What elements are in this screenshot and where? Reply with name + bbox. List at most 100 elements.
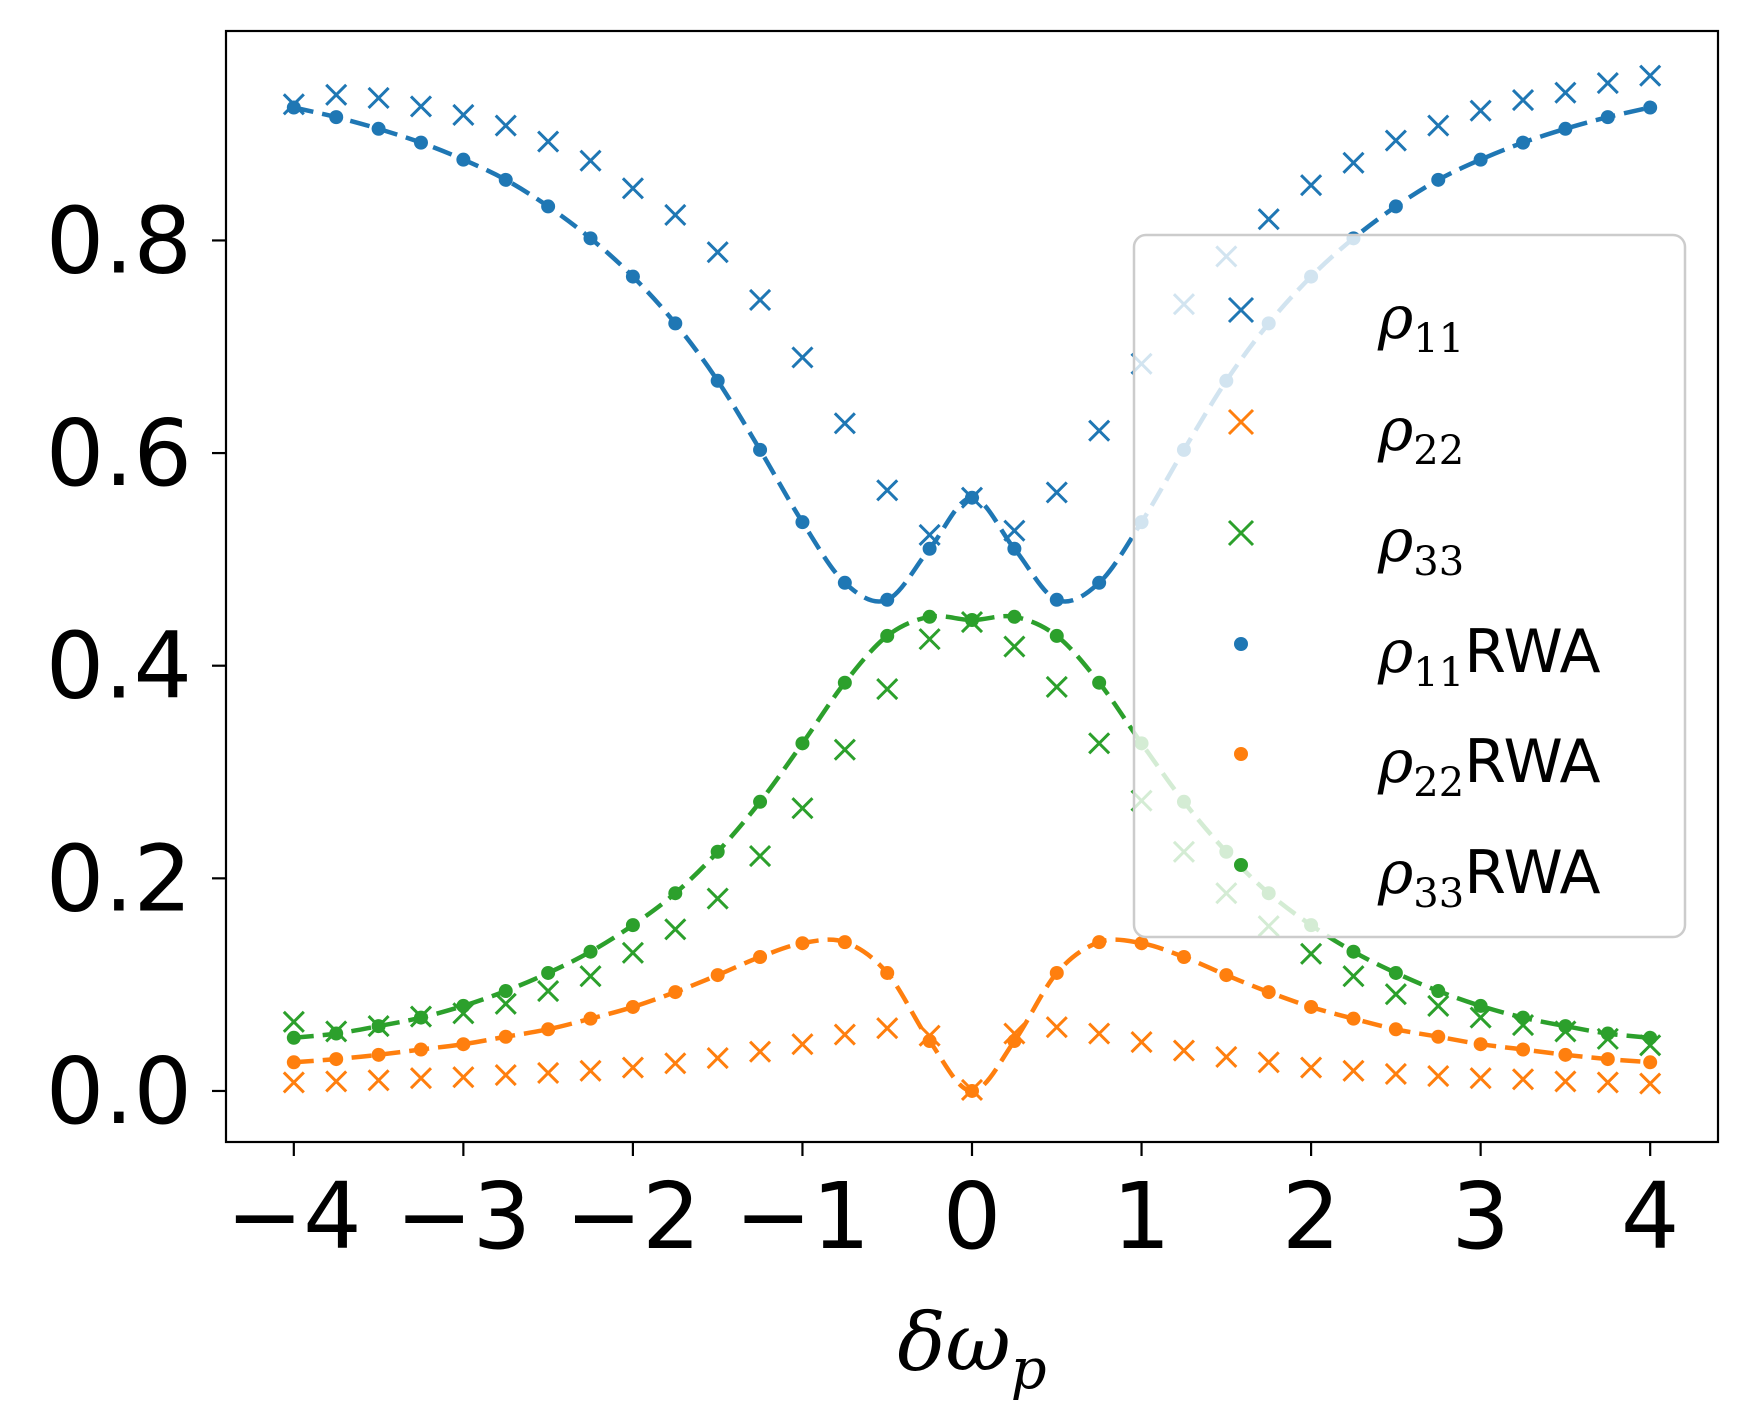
data-point-x: [1172, 1039, 1195, 1062]
data-point-x: [876, 479, 899, 502]
data-point-dot: [1092, 935, 1107, 950]
data-point-dot: [541, 1022, 556, 1037]
data-point-x: [1342, 151, 1365, 174]
data-point-dot: [456, 998, 471, 1013]
legend-marker-dot: [1234, 637, 1248, 651]
data-point-x: [791, 1033, 814, 1056]
x-axis-label: δωp: [897, 1296, 1046, 1402]
legend-label: ρ33: [1377, 506, 1464, 585]
series-line-33-rwa: [293, 613, 1651, 1041]
data-point-x: [1342, 965, 1365, 988]
data-point-x: [1045, 481, 1068, 504]
data-point-dot: [795, 736, 810, 751]
data-point-x: [1257, 1051, 1280, 1074]
data-point-dot: [541, 965, 556, 980]
data-point-dot: [1431, 1029, 1446, 1044]
data-point-dot: [371, 121, 386, 136]
data-point-x: [833, 412, 856, 435]
data-point-x: [1342, 1059, 1365, 1082]
data-point-dot: [753, 442, 768, 457]
data-point-dot: [371, 1019, 386, 1034]
data-point-dot: [1346, 1011, 1361, 1026]
data-point-dot: [922, 609, 937, 624]
legend-label: ρ11: [1377, 283, 1464, 362]
data-point-x: [452, 1066, 475, 1089]
data-point-x: [1045, 1016, 1068, 1039]
data-point-dot: [329, 1026, 344, 1041]
data-point-dot: [286, 1030, 301, 1045]
data-point-dot: [795, 936, 810, 951]
y-tick-label: 0.2: [46, 825, 192, 932]
legend: ρ11 ρ22 ρ33 ρ11RWA ρ22RWA ρ33RWA: [1132, 233, 1687, 939]
series-33-rwa-markers: [286, 609, 1658, 1045]
data-point-dot: [1304, 999, 1319, 1014]
x-tick-label: 4: [1621, 1163, 1680, 1270]
data-point-x: [1300, 942, 1323, 965]
data-point-dot: [583, 944, 598, 959]
data-point-dot: [710, 373, 725, 388]
data-point-x: [1639, 64, 1662, 87]
data-point-x: [1300, 174, 1323, 197]
legend-marker-dot: [1234, 747, 1248, 761]
data-point-x: [1384, 1062, 1407, 1086]
data-point-dot: [922, 541, 937, 556]
data-point-x: [1215, 1045, 1238, 1069]
data-point-x: [282, 1071, 305, 1094]
data-point-dot: [371, 1047, 386, 1062]
x-tick-label: −1: [735, 1163, 871, 1270]
data-point-x: [1469, 1006, 1492, 1029]
x-tick-label: −2: [565, 1163, 701, 1270]
data-point-dot: [1388, 1022, 1403, 1037]
data-point-x: [1045, 675, 1068, 699]
data-point-dot: [1473, 1037, 1488, 1052]
legend-label: ρ33RWA: [1377, 838, 1601, 917]
data-point-x: [325, 83, 348, 106]
data-point-dot: [880, 965, 895, 980]
data-point-x: [409, 95, 433, 118]
legend-label: ρ11RWA: [1377, 617, 1601, 696]
data-point-x: [452, 103, 475, 127]
data-point-dot: [541, 199, 556, 214]
data-point-x: [1469, 1067, 1492, 1090]
data-point-dot: [413, 1010, 428, 1025]
data-point-x: [749, 288, 772, 312]
data-point-x: [706, 887, 729, 910]
x-tick-label: 2: [1282, 1163, 1341, 1270]
data-point-dot: [1388, 199, 1403, 214]
data-point-dot: [922, 1034, 937, 1048]
data-point-dot: [1176, 950, 1191, 965]
legend-label: ρ22RWA: [1377, 727, 1601, 806]
data-point-x: [1257, 208, 1280, 231]
x-tick-label: 3: [1451, 1163, 1510, 1270]
data-point-dot: [456, 152, 471, 167]
data-point-dot: [837, 935, 852, 950]
data-point-x: [706, 241, 729, 264]
data-point-x: [579, 149, 602, 172]
data-point-x: [791, 346, 814, 369]
data-point-dot: [1600, 1052, 1615, 1067]
data-point-x: [1469, 99, 1492, 122]
y-tick-label: 0.0: [46, 1038, 192, 1145]
data-point-dot: [1558, 1019, 1573, 1034]
data-point-dot: [1643, 100, 1658, 115]
data-point-dot: [329, 110, 344, 125]
data-point-dot: [286, 1055, 301, 1070]
data-point-dot: [498, 172, 513, 187]
data-point-x: [664, 203, 687, 226]
data-point-x: [494, 992, 517, 1015]
data-point-dot: [1516, 1010, 1531, 1025]
data-point-dot: [965, 612, 979, 627]
data-point-x: [664, 1052, 687, 1075]
data-point-dot: [583, 1011, 598, 1026]
data-point-dot: [1007, 541, 1022, 556]
data-point-x: [1596, 1071, 1619, 1094]
data-point-dot: [1049, 628, 1064, 643]
data-point-dot: [837, 575, 852, 590]
data-point-dot: [710, 844, 725, 859]
data-point-x: [918, 628, 941, 651]
data-point-dot: [880, 628, 895, 643]
data-point-dot: [1431, 984, 1446, 999]
data-point-x: [621, 177, 644, 200]
data-point-dot: [965, 490, 979, 505]
